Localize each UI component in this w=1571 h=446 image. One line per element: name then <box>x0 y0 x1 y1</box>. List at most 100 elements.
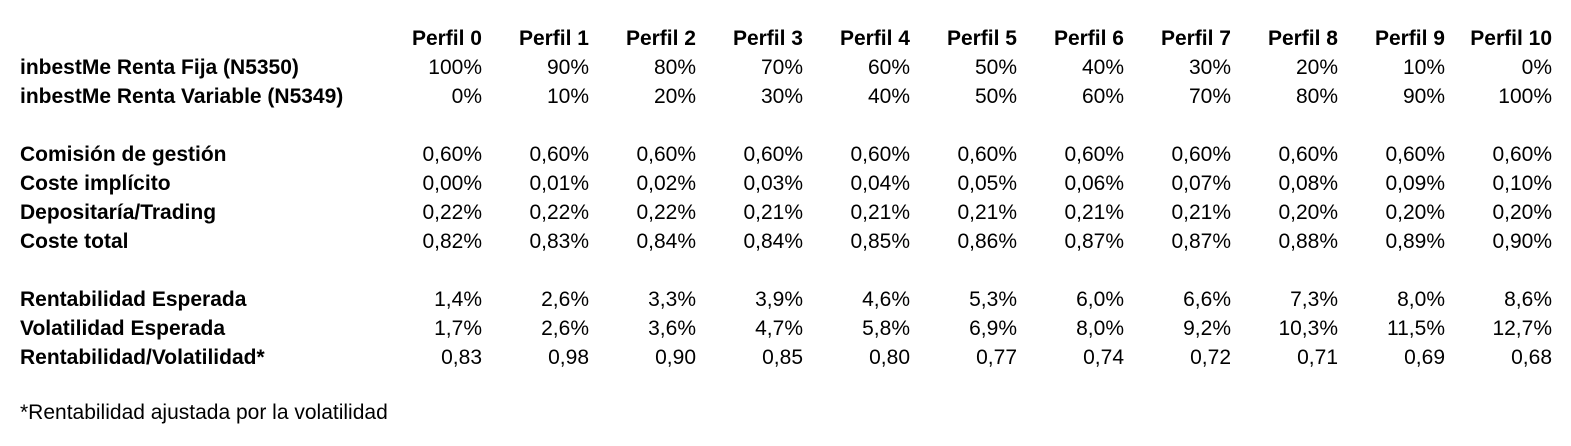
value-cell: 0,77 <box>976 346 1017 369</box>
column-header: Perfil 7 <box>1160 27 1231 50</box>
header-row: Perfil 0 Perfil 1 Perfil 2 Perfil 3 Perfil 4… <box>20 24 1552 53</box>
value-cell: 0,87% <box>1171 230 1231 253</box>
value-cell: 0,21% <box>743 201 803 224</box>
value-cell: 0,06% <box>1064 172 1124 195</box>
table-row: Coste implícito 0,00% 0,01% 0,02% 0,03% 0,04%… <box>20 169 1552 198</box>
value-cell: 60% <box>1081 85 1124 108</box>
value-cell: 7,3% <box>1290 288 1338 311</box>
value-cell: 0,90% <box>1492 230 1552 253</box>
value-cell: 20% <box>1295 56 1338 79</box>
column-header: Perfil 8 <box>1267 27 1338 50</box>
value-cell: 0,60% <box>636 143 696 166</box>
value-cell: 0,88% <box>1278 230 1338 253</box>
value-cell: 0,02% <box>636 172 696 195</box>
value-cell: 0,22% <box>636 201 696 224</box>
value-cell: 70% <box>1188 85 1231 108</box>
value-cell: 10,3% <box>1278 317 1338 340</box>
row-label: Coste total <box>20 230 129 253</box>
value-cell: 0,05% <box>957 172 1017 195</box>
value-cell: 11,5% <box>1387 317 1445 340</box>
value-cell: 0,60% <box>1385 143 1445 166</box>
table-row: Comisión de gestión 0,60% 0,60% 0,60% 0,60% 0… <box>20 140 1552 169</box>
value-cell: 0,07% <box>1171 172 1231 195</box>
row-label: Rentabilidad Esperada <box>20 288 247 311</box>
table-head: Perfil 0 Perfil 1 Perfil 2 Perfil 3 Perfil 4… <box>20 24 1552 53</box>
value-cell: 5,3% <box>969 288 1017 311</box>
value-cell: 9,2% <box>1183 317 1231 340</box>
value-cell: 0,69 <box>1404 346 1445 369</box>
profiles-table: Perfil 0 Perfil 1 Perfil 2 Perfil 3 Perfil 4… <box>20 24 1552 372</box>
column-header: Perfil 3 <box>732 27 803 50</box>
table-row: Coste total 0,82% 0,83% 0,84% 0,84% 0,85% 0,86… <box>20 227 1552 256</box>
value-cell: 0,85 <box>762 346 803 369</box>
row-label: inbestMe Renta Fija (N5350) <box>20 56 299 79</box>
value-cell: 8,0% <box>1076 317 1124 340</box>
value-cell: 80% <box>1295 85 1338 108</box>
value-cell: 0,21% <box>957 201 1017 224</box>
value-cell: 6,0% <box>1076 288 1124 311</box>
value-cell: 50% <box>974 85 1017 108</box>
value-cell: 0,82% <box>422 230 482 253</box>
table-row: Depositaría/Trading 0,22% 0,22% 0,22% 0,21% 0… <box>20 198 1552 227</box>
column-header: Perfil 5 <box>946 27 1017 50</box>
value-cell: 0,22% <box>529 201 589 224</box>
value-cell: 0,87% <box>1064 230 1124 253</box>
value-cell: 3,9% <box>755 288 803 311</box>
value-cell: 0,60% <box>1171 143 1231 166</box>
value-cell: 0,60% <box>957 143 1017 166</box>
corner-cell <box>20 24 375 53</box>
value-cell: 0,60% <box>422 143 482 166</box>
table-row: Rentabilidad Esperada 1,4% 2,6% 3,3% 3,9% 4,6… <box>20 285 1552 314</box>
row-label: Depositaría/Trading <box>20 201 217 224</box>
value-cell: 0,04% <box>850 172 910 195</box>
footnote: *Rentabilidad ajustada por la volatilida… <box>20 401 388 424</box>
row-label: Coste implícito <box>20 172 171 195</box>
row-label: Comisión de gestión <box>20 143 227 166</box>
value-cell: 0,21% <box>850 201 910 224</box>
table-row: inbestMe Renta Fija (N5350) 100% 90% 80% 70%… <box>20 53 1552 82</box>
column-header: Perfil 1 <box>518 27 589 50</box>
value-cell: 0,01% <box>529 172 589 195</box>
value-cell: 40% <box>867 85 910 108</box>
value-cell: 100% <box>1498 85 1552 108</box>
value-cell: 30% <box>1188 56 1231 79</box>
value-cell: 0,20% <box>1492 201 1552 224</box>
value-cell: 2,6% <box>541 317 589 340</box>
value-cell: 0,74 <box>1083 346 1124 369</box>
value-cell: 8,0% <box>1397 288 1445 311</box>
value-cell: 2,6% <box>541 288 589 311</box>
value-cell: 0,98 <box>548 346 589 369</box>
value-cell: 0,83% <box>529 230 589 253</box>
value-cell: 0,20% <box>1278 201 1338 224</box>
value-cell: 10% <box>546 85 589 108</box>
value-cell: 70% <box>760 56 803 79</box>
row-label: Rentabilidad/Volatilidad* <box>20 346 265 369</box>
value-cell: 60% <box>867 56 910 79</box>
value-cell: 0,03% <box>743 172 803 195</box>
value-cell: 10% <box>1402 56 1445 79</box>
value-cell: 0,22% <box>422 201 482 224</box>
table-row: Rentabilidad/Volatilidad* 0,83 0,98 0,90 0,8… <box>20 343 1552 372</box>
value-cell: 50% <box>974 56 1017 79</box>
value-cell: 0,80 <box>869 346 910 369</box>
value-cell: 0% <box>1521 56 1552 79</box>
value-cell: 0,00% <box>422 172 482 195</box>
value-cell: 0,71 <box>1297 346 1338 369</box>
value-cell: 1,7% <box>434 317 482 340</box>
value-cell: 1,4% <box>434 288 482 311</box>
row-label: Volatilidad Esperada <box>20 317 226 340</box>
value-cell: 0% <box>451 85 482 108</box>
value-cell: 20% <box>653 85 696 108</box>
value-cell: 0,60% <box>743 143 803 166</box>
value-cell: 0,68 <box>1511 346 1552 369</box>
value-cell: 90% <box>1402 85 1445 108</box>
value-cell: 3,3% <box>648 288 696 311</box>
value-cell: 0,60% <box>529 143 589 166</box>
value-cell: 0,60% <box>850 143 910 166</box>
value-cell: 0,89% <box>1385 230 1445 253</box>
column-header: Perfil 9 <box>1374 27 1445 50</box>
table-row: Volatilidad Esperada 1,7% 2,6% 3,6% 4,7% 5,8%… <box>20 314 1552 343</box>
value-cell: 0,20% <box>1385 201 1445 224</box>
value-cell: 6,9% <box>969 317 1017 340</box>
value-cell: 5,8% <box>862 317 910 340</box>
